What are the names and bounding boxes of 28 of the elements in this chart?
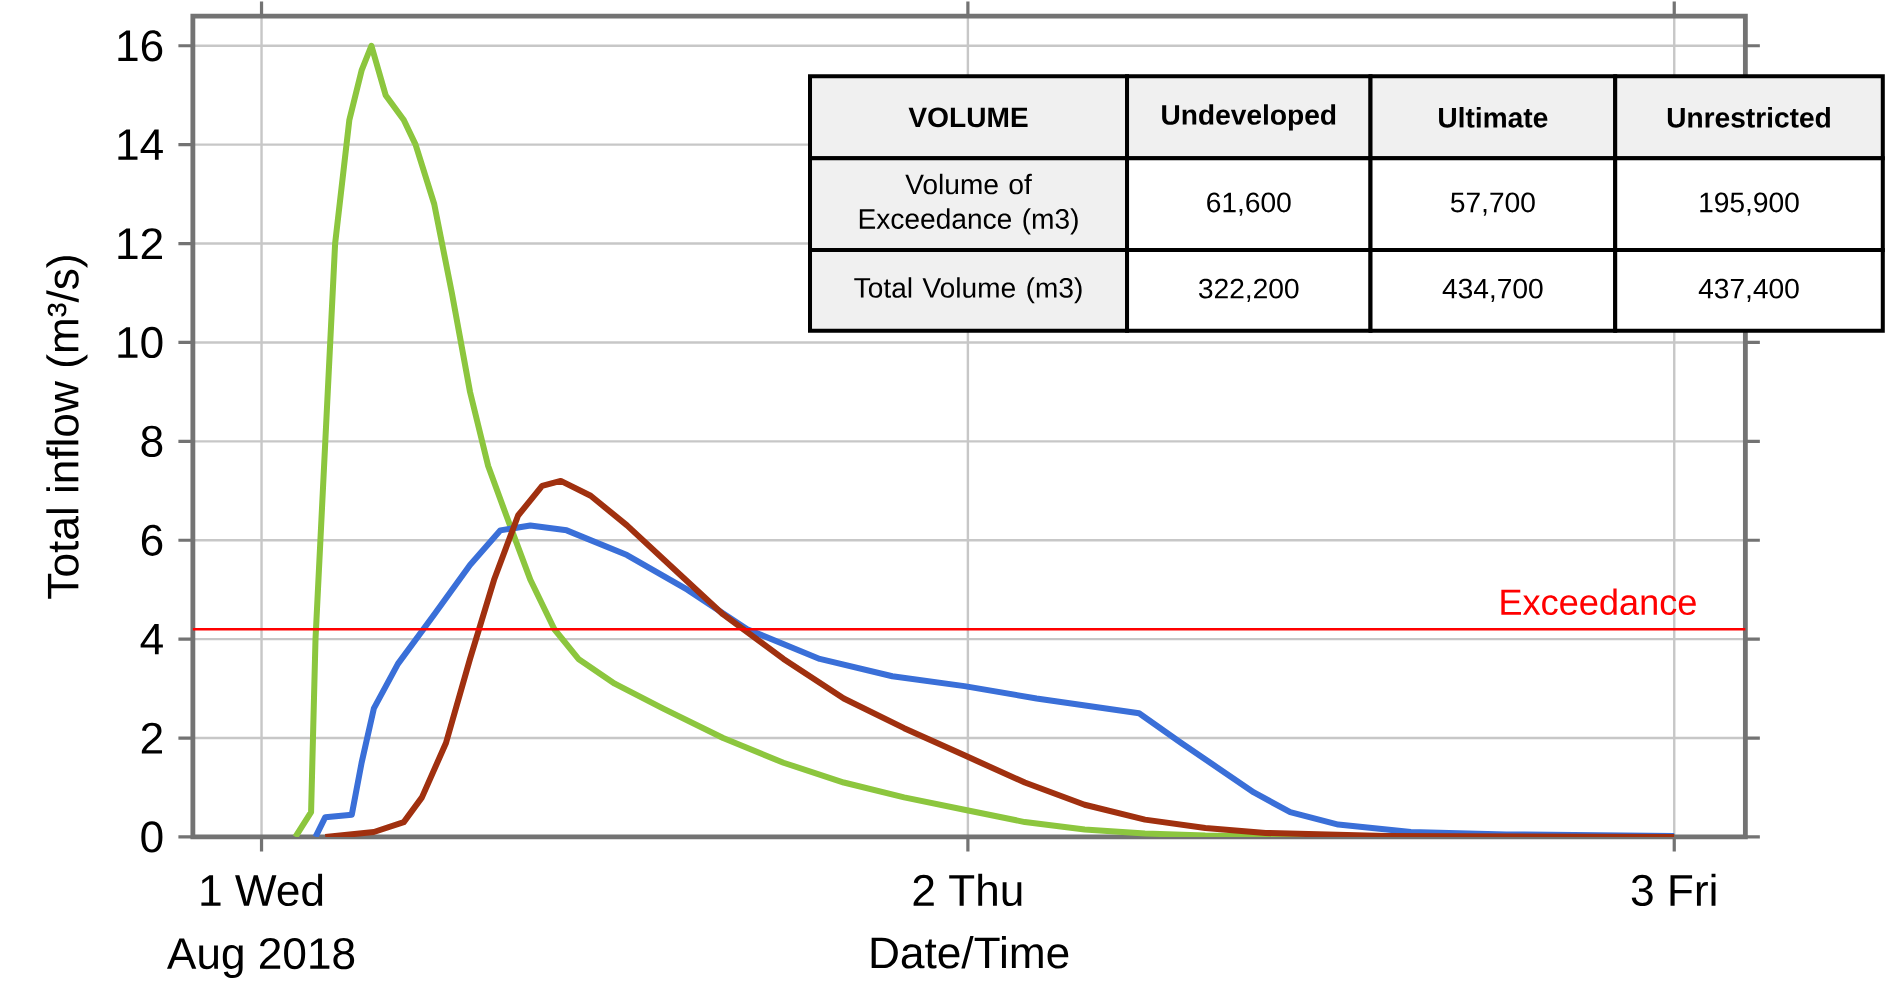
annotation: 195,900 — [1700, 192, 1799, 216]
y-tick-label: 2 — [141, 722, 162, 754]
ref-line-label: Exceedance — [1501, 588, 1696, 616]
annotation: 61,600 — [1207, 192, 1291, 216]
y-tick-label: 16 — [118, 30, 163, 62]
annotation: 322,200 — [1199, 278, 1299, 303]
y-tick-label: 14 — [118, 129, 163, 161]
annotation: 57,700 — [1450, 192, 1535, 216]
y-tick-label: 12 — [118, 228, 162, 260]
y-tick-label: 0 — [141, 821, 163, 853]
x-tick-label: 2 Thu — [913, 873, 1022, 907]
y-tick-label: 6 — [141, 524, 163, 557]
annotation: 434,700 — [1442, 278, 1543, 303]
annotation: Unrestricted — [1667, 107, 1830, 128]
annotation: 437,400 — [1698, 278, 1799, 303]
annotation: Ultimate — [1439, 107, 1548, 128]
y-axis-title: Total inflow (m³/s) — [46, 256, 88, 599]
x-axis-title: Date/Time — [871, 936, 1069, 969]
x-tick-label: 3 Fri — [1631, 873, 1716, 907]
annotation: VOLUME — [908, 107, 1028, 128]
y-tick-label: 8 — [141, 425, 163, 458]
y-tick-label: 10 — [118, 327, 163, 359]
x-tick-label: 1 Wed — [201, 873, 323, 907]
annotation: Volume of Exceedance (m3) — [859, 173, 1078, 235]
y-tick-label: 4 — [140, 624, 163, 655]
annotation: Undeveloped — [1162, 104, 1336, 131]
text: Aug 2018 — [166, 938, 355, 979]
annotation: Total Volume (m3) — [854, 277, 1082, 304]
